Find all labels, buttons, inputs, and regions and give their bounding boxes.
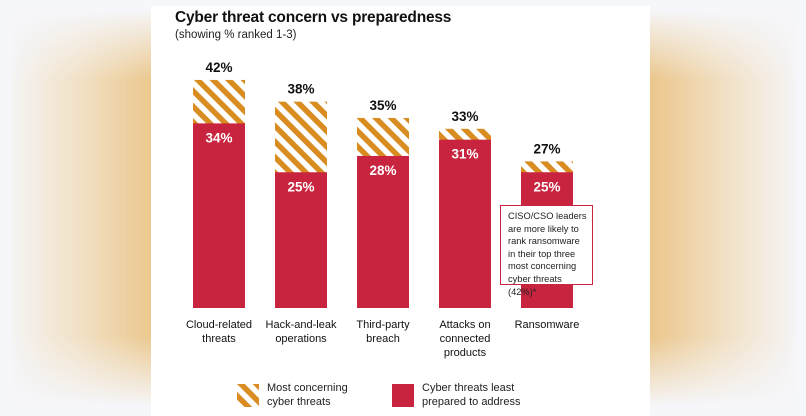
legend-label-most-concerning: Most concerning cyber threats	[267, 382, 348, 408]
category-label: Third-party breach	[356, 319, 410, 345]
category-label: Hack-and-leak operations	[265, 319, 337, 345]
ransomware-callout: CISO/CSO leaders are more likely to rank…	[500, 205, 593, 297]
data-label-least-prepared: 34%	[205, 130, 232, 145]
bar-least-prepared	[439, 139, 491, 308]
category-label: Ransomware	[514, 319, 580, 331]
data-label-least-prepared: 28%	[369, 163, 396, 178]
background-glow-left	[10, 8, 170, 408]
chart-subtitle: (showing % ranked 1-3)	[175, 29, 297, 41]
bar-least-prepared	[275, 172, 327, 308]
chart-panel: Cyber threat concern vs preparedness (sh…	[151, 6, 650, 416]
legend-item-most-concerning: Most concerning cyber threats	[237, 382, 348, 409]
data-label-most-concerning: 38%	[287, 82, 314, 97]
category-label: Attacks on connected products	[439, 319, 491, 359]
legend-swatch-solid	[392, 384, 414, 407]
bar-least-prepared	[193, 123, 245, 308]
legend-swatch-striped	[237, 384, 259, 407]
background-glow-right	[636, 8, 796, 408]
data-label-most-concerning: 35%	[369, 98, 396, 113]
bars-group: 42% 34% 38% 25% 35% 28% 33% 31% 27% 25%	[193, 60, 573, 308]
legend-label-least-prepared: Cyber threats least prepared to address	[422, 382, 521, 408]
bar-least-prepared	[357, 155, 409, 308]
data-label-least-prepared: 25%	[287, 179, 314, 194]
data-label-most-concerning: 27%	[533, 141, 560, 156]
data-label-least-prepared: 31%	[451, 147, 478, 162]
legend-item-least-prepared: Cyber threats least prepared to address	[392, 382, 520, 409]
data-label-most-concerning: 33%	[451, 109, 478, 124]
category-label: Cloud-related threats	[185, 319, 253, 345]
data-label-most-concerning: 42%	[205, 60, 232, 75]
data-label-least-prepared: 25%	[533, 179, 560, 194]
bar-chart: 42% 34% 38% 25% 35% 28% 33% 31% 27% 25%	[193, 60, 573, 308]
chart-title: Cyber threat concern vs preparedness	[175, 9, 452, 26]
